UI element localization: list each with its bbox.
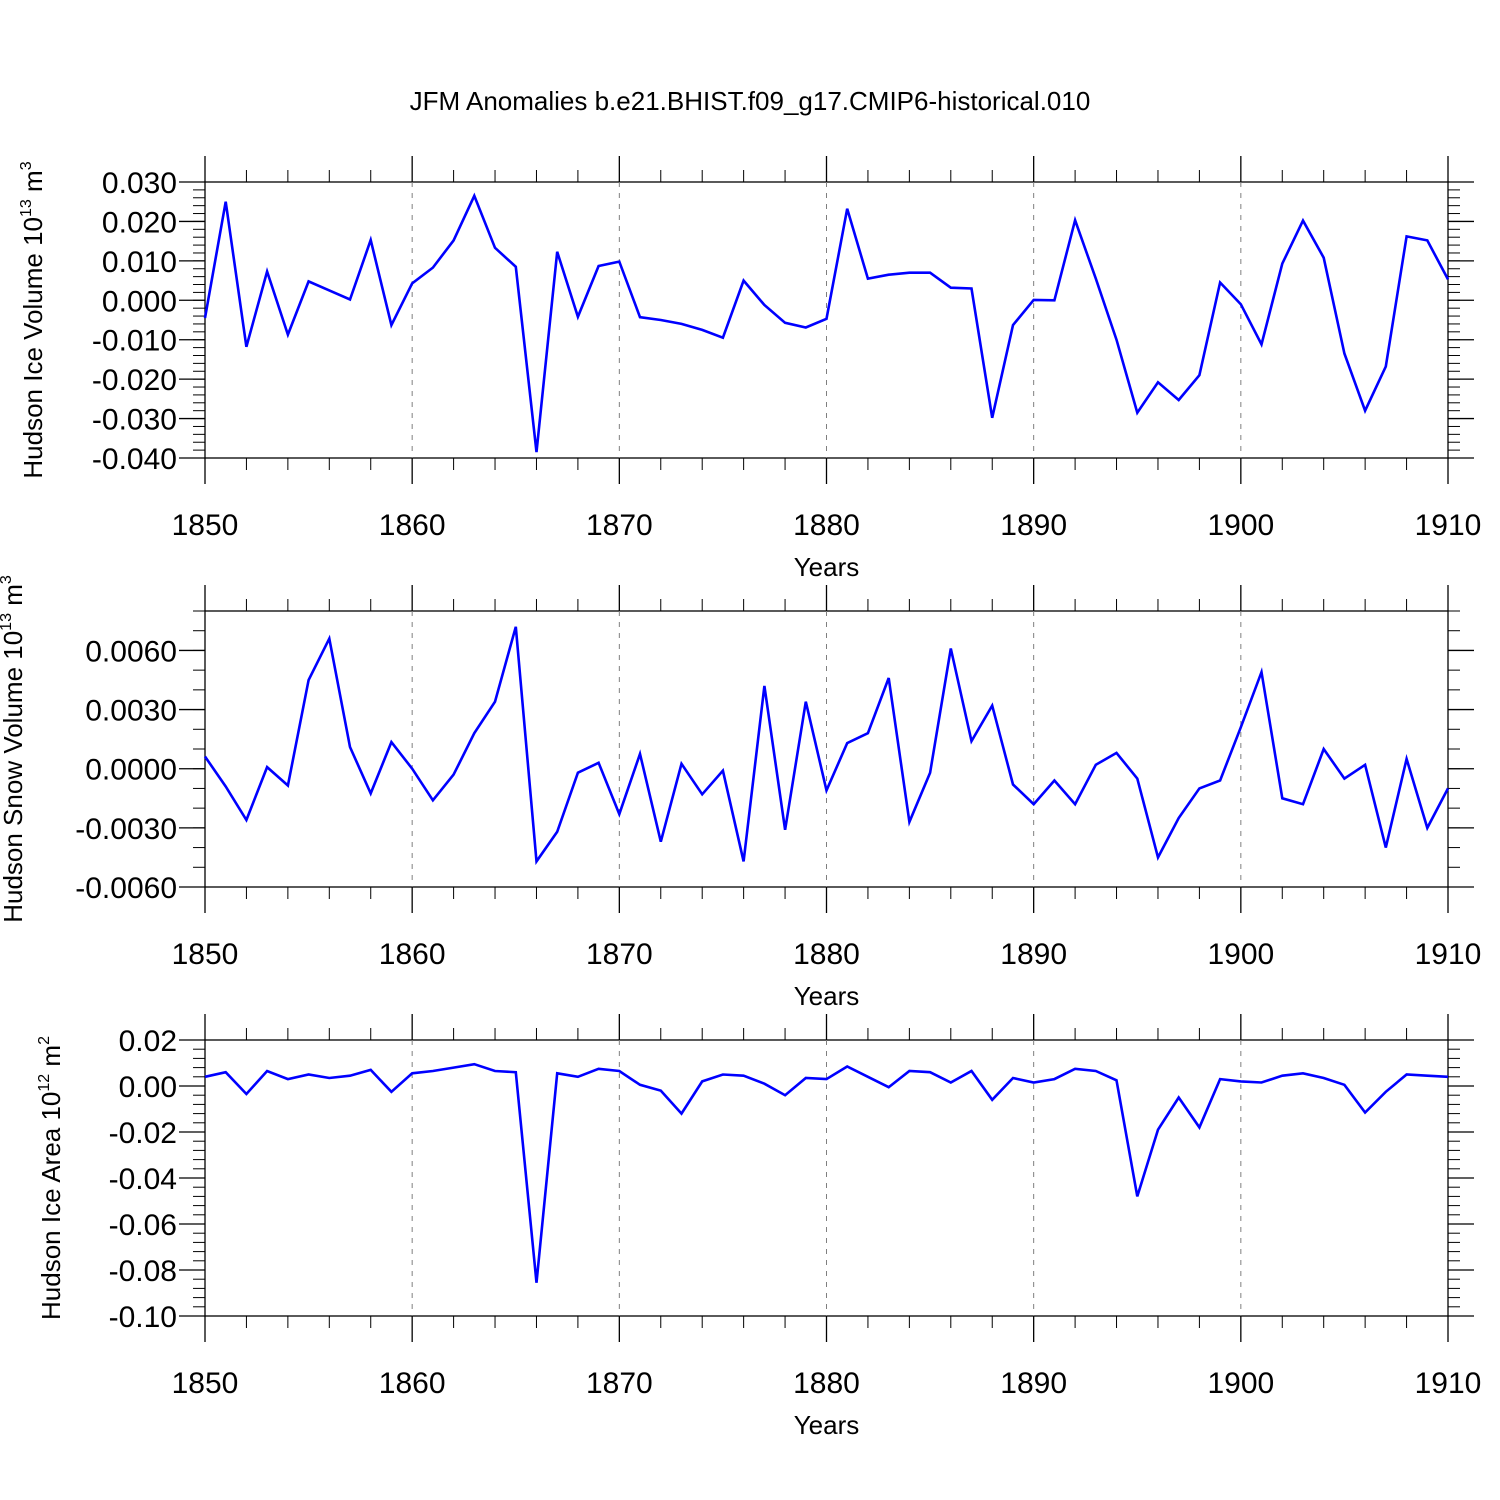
y-tick-label: -0.0060 <box>75 872 177 905</box>
series-line <box>203 192 1450 453</box>
x-tick-label: 1850 <box>172 509 239 542</box>
x-tick-label: 1860 <box>379 1367 446 1400</box>
y-tick-label: 0.02 <box>119 1025 177 1058</box>
chart-title: JFM Anomalies b.e21.BHIST.f09_g17.CMIP6-… <box>410 86 1091 116</box>
y-tick-label: -0.02 <box>109 1117 177 1150</box>
x-tick-label: 1870 <box>586 938 653 971</box>
y-axis-title-text: Hudson Snow Volume 10 <box>0 631 28 923</box>
y-axis-title: Hudson Snow Volume 1013 m3 <box>0 575 28 923</box>
x-tick-label: 1850 <box>172 1367 239 1400</box>
y-axis-title: Hudson Ice Area 1012 m2 <box>36 1036 66 1320</box>
y-tick-label: 0.0060 <box>85 635 177 668</box>
y-axis-title-text: m <box>0 584 28 613</box>
y-tick-label: -0.08 <box>109 1255 177 1288</box>
chart-panel-1: 1850 1860 1870 1880 1890 1900 1910 0.030 0.020 0.… <box>18 156 1481 582</box>
chart-panel-2: 1850 1860 1870 1880 1890 1900 1910 0.0060 0.0030… <box>0 575 1481 1011</box>
y-axis-title-text: m <box>36 1045 66 1074</box>
y-axis-title-superscript: 3 <box>18 161 35 170</box>
y-tick-label: 0.00 <box>119 1071 177 1104</box>
y-axis-title-text: Hudson Ice Volume 10 <box>18 217 48 479</box>
x-tick-label: 1870 <box>586 509 653 542</box>
x-axis-title: Years <box>794 981 860 1011</box>
y-tick-label: -0.04 <box>109 1163 177 1196</box>
y-tick-label: 0.010 <box>102 246 177 279</box>
x-tick-label: 1900 <box>1207 1367 1274 1400</box>
x-axis-title: Years <box>794 552 860 582</box>
x-tick-label: 1910 <box>1415 509 1482 542</box>
chart-panel-3: 1850 1860 1870 1880 1890 1900 1910 0.02 0.00 -0.0… <box>36 1014 1481 1440</box>
y-axis-title-superscript: 12 <box>36 1074 53 1092</box>
x-tick-label: 1880 <box>793 509 860 542</box>
y-axis-title-superscript: 13 <box>18 199 35 217</box>
x-tick-label: 1870 <box>586 1367 653 1400</box>
y-tick-label: -0.10 <box>109 1301 177 1334</box>
y-tick-label: 0.020 <box>102 206 177 239</box>
y-tick-label: -0.040 <box>92 443 177 476</box>
x-tick-label: 1900 <box>1207 938 1274 971</box>
x-tick-label: 1860 <box>379 509 446 542</box>
y-tick-label: -0.030 <box>92 404 177 437</box>
x-tick-label: 1900 <box>1207 509 1274 542</box>
y-axis-title-superscript: 2 <box>36 1036 53 1045</box>
y-tick-label: 0.0030 <box>85 695 177 728</box>
x-tick-label: 1890 <box>1000 1367 1067 1400</box>
y-tick-label: 0.000 <box>102 285 177 318</box>
y-axis-title: Hudson Ice Volume 1013 m3 <box>18 161 48 478</box>
y-axis-title-superscript: 3 <box>0 575 15 584</box>
x-tick-label: 1910 <box>1415 938 1482 971</box>
x-tick-label: 1880 <box>793 1367 860 1400</box>
y-tick-label: -0.06 <box>109 1209 177 1242</box>
y-tick-label: 0.030 <box>102 167 177 200</box>
y-axis-title-text: m <box>18 170 48 199</box>
x-tick-label: 1860 <box>379 938 446 971</box>
x-tick-label: 1890 <box>1000 938 1067 971</box>
y-axis-title-superscript: 13 <box>0 613 15 631</box>
x-tick-label: 1910 <box>1415 1367 1482 1400</box>
y-tick-label: 0.0000 <box>85 754 177 787</box>
x-tick-label: 1890 <box>1000 509 1067 542</box>
y-tick-label: -0.010 <box>92 325 177 358</box>
y-tick-label: -0.020 <box>92 364 177 397</box>
x-tick-label: 1880 <box>793 938 860 971</box>
x-tick-label: 1850 <box>172 938 239 971</box>
y-tick-label: -0.0030 <box>75 813 177 846</box>
y-axis-title-text: Hudson Ice Area 10 <box>36 1092 66 1320</box>
x-axis-title: Years <box>794 1410 860 1440</box>
